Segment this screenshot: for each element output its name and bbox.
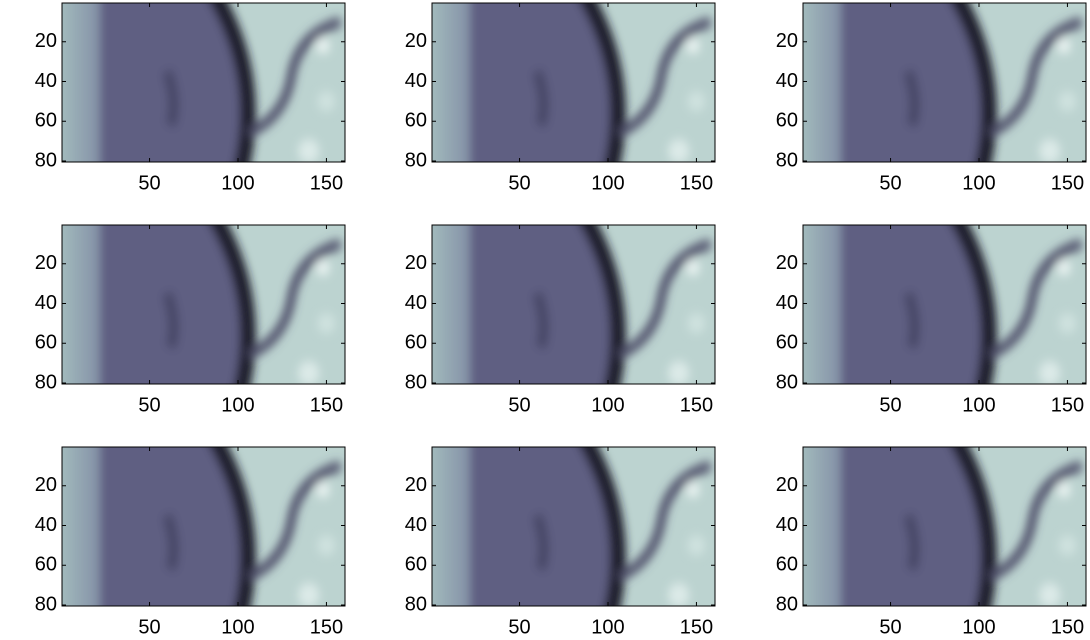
y-tick-label: 40	[35, 514, 57, 536]
y-tick-label: 60	[776, 332, 798, 354]
y-tick-label: 60	[405, 554, 427, 576]
x-tick-label: 100	[591, 394, 624, 416]
figure: 50 100 150 20 40 60 80 50 100 150 20 40 60 80 50 100 150…	[0, 0, 1090, 640]
subplot: 50 100 150 20 40 60 80	[776, 436, 1090, 638]
image	[422, 214, 732, 403]
y-tick-label: 60	[35, 554, 57, 576]
y-tick-label: 80	[776, 149, 798, 171]
x-tick-label: 150	[680, 616, 713, 638]
image	[422, 0, 732, 181]
x-tick-label: 50	[508, 616, 530, 638]
y-tick-label: 40	[405, 70, 427, 92]
x-tick-label: 100	[221, 616, 254, 638]
x-tick-label: 100	[221, 172, 254, 194]
image	[52, 0, 362, 181]
y-tick-label: 20	[776, 474, 798, 496]
x-tick-label: 50	[138, 394, 160, 416]
x-tick-label: 150	[310, 172, 343, 194]
subplot: 50 100 150 20 40 60 80	[35, 436, 362, 638]
image	[52, 214, 362, 403]
y-tick-label: 80	[35, 149, 57, 171]
y-tick-label: 20	[776, 252, 798, 274]
x-tick-label: 150	[680, 394, 713, 416]
x-tick-label: 50	[879, 616, 901, 638]
y-tick-label: 40	[405, 292, 427, 314]
x-tick-label: 150	[680, 172, 713, 194]
y-tick-label: 80	[35, 593, 57, 615]
y-tick-label: 20	[35, 30, 57, 52]
x-tick-label: 50	[138, 172, 160, 194]
y-tick-label: 60	[405, 332, 427, 354]
x-tick-label: 50	[508, 394, 530, 416]
y-tick-label: 20	[405, 30, 427, 52]
y-tick-label: 60	[776, 554, 798, 576]
image	[793, 436, 1090, 625]
image	[793, 0, 1090, 181]
y-tick-label: 20	[35, 252, 57, 274]
y-tick-label: 40	[776, 514, 798, 536]
y-tick-label: 80	[405, 371, 427, 393]
y-tick-label: 20	[35, 474, 57, 496]
y-tick-label: 40	[776, 292, 798, 314]
subplot: 50 100 150 20 40 60 80	[405, 436, 732, 638]
y-tick-label: 80	[405, 149, 427, 171]
y-tick-label: 20	[776, 30, 798, 52]
y-tick-label: 40	[35, 292, 57, 314]
image	[422, 436, 732, 625]
y-tick-label: 60	[405, 110, 427, 132]
subplot: 50 100 150 20 40 60 80	[776, 0, 1090, 194]
y-tick-label: 60	[35, 332, 57, 354]
subplot: 50 100 150 20 40 60 80	[35, 0, 362, 194]
y-tick-label: 20	[405, 252, 427, 274]
x-tick-label: 150	[310, 394, 343, 416]
x-tick-label: 50	[508, 172, 530, 194]
x-tick-label: 100	[962, 616, 995, 638]
y-tick-label: 40	[405, 514, 427, 536]
x-tick-label: 150	[1051, 172, 1084, 194]
x-tick-label: 100	[962, 172, 995, 194]
y-tick-label: 40	[35, 70, 57, 92]
subplot: 50 100 150 20 40 60 80	[405, 214, 732, 416]
image	[793, 214, 1090, 403]
subplot: 50 100 150 20 40 60 80	[35, 214, 362, 416]
y-tick-label: 20	[405, 474, 427, 496]
y-tick-label: 80	[35, 371, 57, 393]
x-tick-label: 50	[138, 616, 160, 638]
image	[52, 436, 362, 625]
y-tick-label: 60	[776, 110, 798, 132]
x-tick-label: 100	[221, 394, 254, 416]
y-tick-label: 80	[776, 371, 798, 393]
x-tick-label: 100	[591, 172, 624, 194]
y-tick-label: 80	[776, 593, 798, 615]
subplot: 50 100 150 20 40 60 80	[405, 0, 732, 194]
x-tick-label: 150	[1051, 616, 1084, 638]
x-tick-label: 50	[879, 394, 901, 416]
y-tick-label: 40	[776, 70, 798, 92]
page: 50 100 150 20 40 60 80 50 100 150 20 40 60 80 50 100 150…	[0, 0, 1090, 640]
x-tick-label: 100	[591, 616, 624, 638]
x-tick-label: 150	[1051, 394, 1084, 416]
x-tick-label: 100	[962, 394, 995, 416]
y-tick-label: 60	[35, 110, 57, 132]
y-tick-label: 80	[405, 593, 427, 615]
x-tick-label: 50	[879, 172, 901, 194]
subplot: 50 100 150 20 40 60 80	[776, 214, 1090, 416]
x-tick-label: 150	[310, 616, 343, 638]
